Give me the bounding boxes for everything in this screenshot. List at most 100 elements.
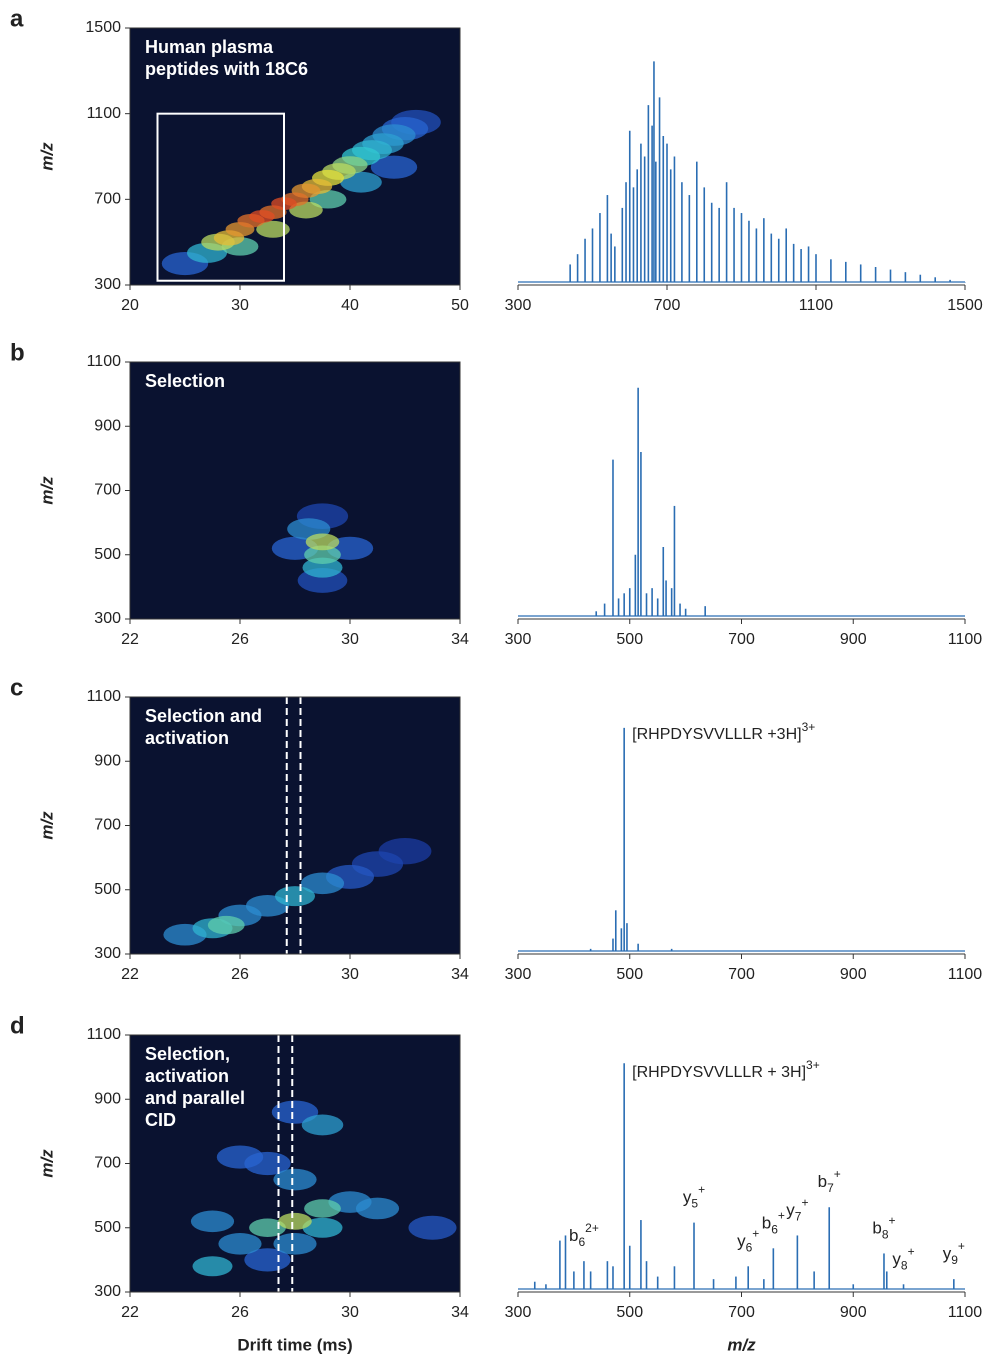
ion-type: b [569, 1227, 578, 1246]
spectrum-panel: [RHPDYSVVLLLR +3H]3+ 300 500 700 900 1100 [505, 720, 983, 983]
x-tick-label: 34 [451, 1304, 469, 1321]
x-tick-label: 1100 [948, 1304, 983, 1321]
y-tick-label: 500 [94, 1219, 121, 1236]
y-tick-label: 1100 [87, 1026, 122, 1043]
x-tick-label: 30 [341, 631, 359, 648]
x-tick-label: 30 [341, 1304, 359, 1321]
ion-charge: + [834, 1167, 841, 1181]
x-tick-label: 22 [121, 1304, 139, 1321]
intensity-spot [304, 1199, 341, 1218]
ion-charge: + [908, 1244, 915, 1258]
intensity-spot [300, 872, 345, 895]
precursor-formula: [RHPDYSVVLLLR + 3H] [632, 1064, 806, 1081]
x-tick-label: 500 [616, 631, 643, 648]
y-axis-label: m/z [37, 811, 56, 840]
intensity-spot [244, 1248, 291, 1272]
intensity-spot [275, 886, 315, 907]
plot-background [130, 697, 460, 954]
x-tick-label: 900 [840, 631, 867, 648]
ion-index: 6 [771, 1222, 778, 1236]
panel-annotation: Selection, [145, 1044, 230, 1064]
intensity-spot [355, 1197, 400, 1220]
ion-type: b [872, 1219, 881, 1238]
ion-label: b62+ [569, 1221, 599, 1249]
ion-charge: + [698, 1183, 705, 1197]
x-tick-label: 30 [341, 966, 359, 983]
panel-annotation: and parallel [145, 1088, 245, 1108]
intensity-field [161, 109, 441, 276]
x-axis-label: m/z [727, 1335, 756, 1354]
y-axis-label: m/z [37, 1149, 56, 1178]
y-tick-label: 900 [94, 752, 121, 769]
y-tick-label: 700 [94, 817, 121, 834]
x-tick-label: 500 [616, 966, 643, 983]
precursor-label: [RHPDYSVVLLLR +3H]3+ [632, 720, 815, 743]
x-tick-label: 40 [341, 297, 359, 314]
panel-letter: c [10, 674, 23, 701]
intensity-spot [302, 1217, 343, 1238]
x-tick-label: 26 [231, 966, 249, 983]
x-tick-label: 22 [121, 966, 139, 983]
ion-index: 8 [882, 1228, 889, 1242]
y-tick-label: 500 [94, 546, 121, 563]
x-tick-label: 300 [505, 297, 532, 314]
intensity-spot [218, 1233, 262, 1255]
spectrum-panel: 300 500 700 900 1100 [505, 387, 982, 648]
x-tick-label: 22 [121, 631, 139, 648]
precursor-formula: [RHPDYSVVLLLR +3H] [632, 726, 801, 743]
ion-index: 5 [691, 1197, 698, 1211]
intensity-field [163, 838, 432, 946]
x-axis-label: Drift time (ms) [237, 1335, 352, 1354]
intensity-spot [249, 1218, 286, 1237]
ion-charge: + [801, 1196, 808, 1210]
ion-label: y9+ [943, 1239, 965, 1267]
x-tick-label: 300 [505, 1304, 532, 1321]
intensity-spot [304, 545, 341, 564]
heatmap-panel: b m/z Selection 300 500 700 900 1100 22 26 30 34 [10, 339, 469, 648]
y-tick-label: 700 [94, 191, 121, 208]
ion-index: 6 [746, 1240, 753, 1254]
panel-letter: d [10, 1012, 25, 1039]
x-tick-label: 500 [616, 1304, 643, 1321]
panel-annotation: Selection [145, 371, 225, 391]
precursor-charge: 3+ [802, 720, 816, 734]
intensity-spot [249, 210, 275, 223]
x-tick-label: 900 [840, 966, 867, 983]
precursor-charge: 3+ [806, 1058, 820, 1072]
ion-charge: + [889, 1214, 896, 1228]
intensity-spot [301, 1114, 344, 1136]
y-tick-label: 300 [94, 610, 121, 627]
x-tick-label: 26 [231, 1304, 249, 1321]
y-axis-label: m/z [37, 142, 56, 171]
y-tick-label: 1100 [87, 353, 122, 370]
ion-charge: + [752, 1226, 759, 1240]
y-tick-label: 1100 [87, 688, 122, 705]
panel-letter: a [10, 5, 24, 32]
y-axis-label: m/z [37, 476, 56, 505]
ion-type: y [892, 1250, 901, 1269]
x-tick-label: 1500 [947, 297, 983, 314]
ion-label: y7+ [786, 1196, 808, 1224]
plot-background [130, 28, 460, 285]
panel-letter: b [10, 339, 25, 366]
x-tick-label: 700 [728, 1304, 755, 1321]
ion-type: y [943, 1245, 952, 1264]
x-tick-label: 1100 [948, 966, 983, 983]
x-tick-label: 34 [451, 631, 469, 648]
intensity-spot [207, 915, 245, 935]
panel-annotation: CID [145, 1110, 176, 1130]
ion-label: y6+ [737, 1226, 759, 1254]
panel-annotation: Human plasma [145, 37, 274, 57]
ion-label: b7+ [818, 1167, 841, 1195]
ion-type: y [683, 1188, 692, 1207]
intensity-spot [305, 533, 340, 551]
y-tick-label: 700 [94, 482, 121, 499]
ion-label: y5+ [683, 1183, 705, 1211]
intensity-spot [190, 1210, 235, 1233]
ion-index: 9 [951, 1253, 958, 1267]
y-tick-label: 500 [94, 881, 121, 898]
intensity-spot [273, 1168, 317, 1191]
spectrum-panel: 300 700 1100 1500 [505, 61, 983, 314]
